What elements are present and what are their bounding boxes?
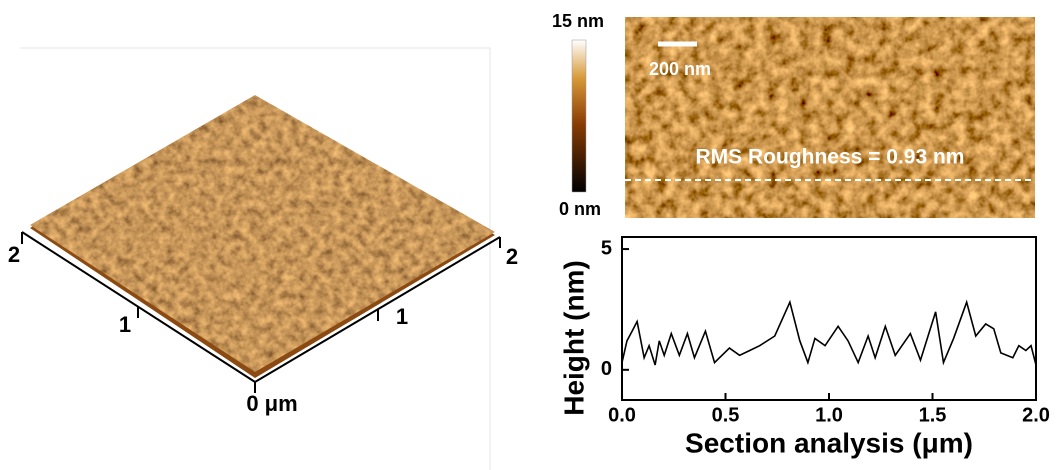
- figure: 2 1 0 μm 1 2 15 nm 0 nm 200 nm RMS Rough…: [0, 0, 1059, 470]
- surface-3d: 2 1 0 μm 1 2: [8, 48, 518, 470]
- afm-image: [625, 17, 1035, 218]
- height-image: 15 nm 0 nm 200 nm RMS Roughness = 0.93 n…: [552, 11, 1035, 219]
- x-tick-label: 1.5: [919, 404, 947, 426]
- line-chart: Height (nm) Section analysis (μm): [558, 260, 973, 458]
- x-tick-label: 2.0: [1022, 404, 1050, 426]
- colorbar-label: 15 nm: [552, 11, 604, 31]
- axis-label: 2: [8, 242, 20, 267]
- surface: [30, 95, 495, 372]
- y-tick-label: 0: [601, 358, 612, 380]
- colorbar-label: 0 nm: [559, 199, 601, 219]
- x-tick-label: 0.0: [608, 404, 636, 426]
- axis-label: 2: [506, 244, 518, 269]
- scale-bar-label: 200 nm: [649, 59, 711, 79]
- y-axis-label: Height (nm): [558, 260, 589, 416]
- line-series: [622, 302, 1036, 365]
- axis-label: 0 μm: [246, 391, 297, 416]
- axis-label: 1: [396, 304, 408, 329]
- annotation: RMS Roughness = 0.93 nm: [696, 146, 965, 169]
- x-axis-label: Section analysis (μm): [685, 427, 973, 458]
- x-tick-label: 1.0: [815, 404, 843, 426]
- axis-label: 1: [119, 312, 131, 337]
- y-tick-label: 5: [601, 237, 612, 259]
- x-tick-label: 0.5: [712, 404, 740, 426]
- colorbar: [572, 40, 586, 192]
- plot-frame: [622, 237, 1036, 400]
